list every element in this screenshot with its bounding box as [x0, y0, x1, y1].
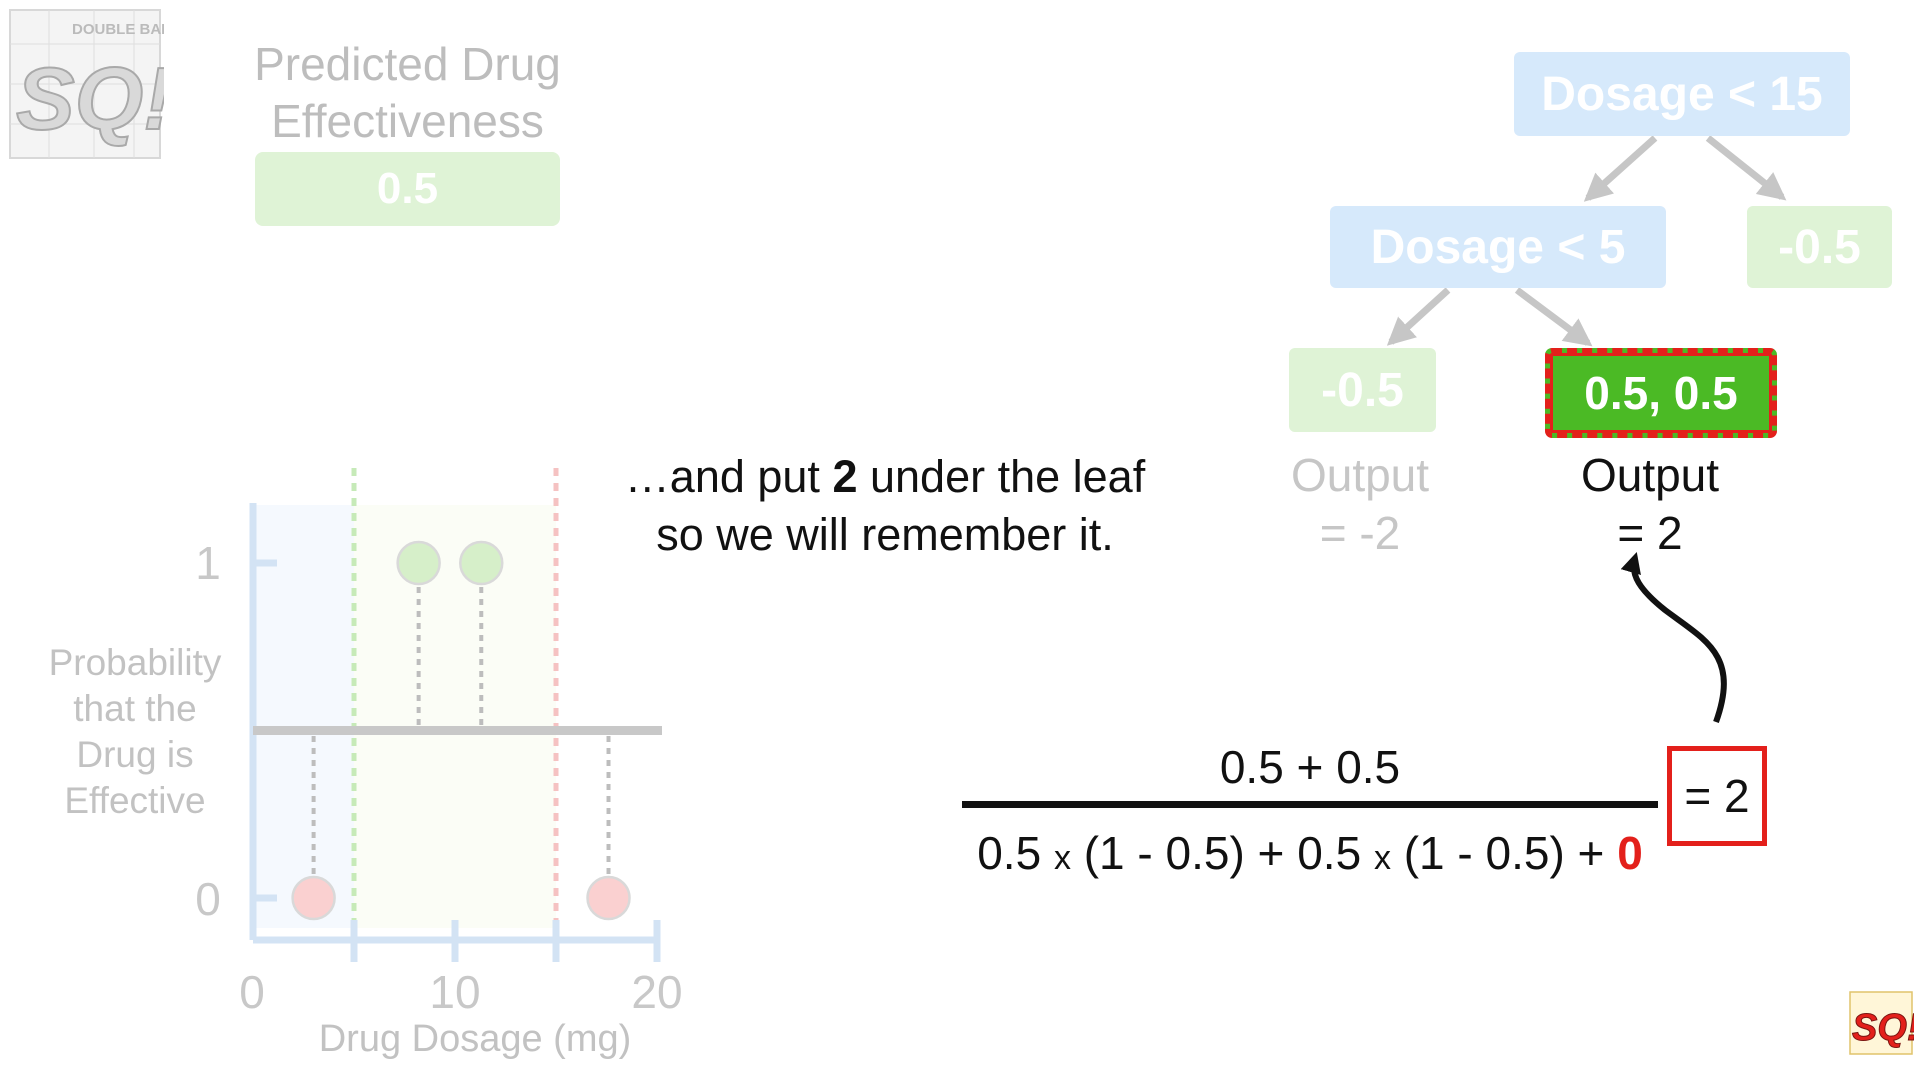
output-left-line2: = -2	[1319, 507, 1401, 559]
output-right-label: Output = 2	[1530, 446, 1770, 562]
caption: …and put 2 under the leaf so we will rem…	[585, 448, 1185, 564]
y-label-line4: Effective	[64, 780, 206, 821]
statquest-small-logo: SQ!	[1849, 991, 1914, 1055]
arrow-root-left	[1583, 135, 1658, 202]
caption-part1: …and put	[624, 451, 833, 502]
y-tick-1: 1	[195, 537, 221, 589]
den-times-1: x	[1053, 839, 1071, 877]
logo-text: SQ!	[16, 49, 164, 148]
x-tick-10: 10	[429, 966, 481, 1018]
tree-root-node: Dosage < 15	[1514, 52, 1850, 136]
chart-points	[291, 540, 631, 921]
chart-background	[253, 505, 556, 928]
tree-leaf-left: -0.5	[1289, 348, 1436, 432]
equation-result-box: = 2	[1667, 746, 1767, 846]
output-left-line1: Output	[1290, 449, 1430, 501]
chart-axes	[249, 503, 661, 962]
statquest-logo: SQ! DOUBLE BAM!!	[9, 9, 164, 159]
tree-leaf-right: -0.5	[1747, 206, 1892, 288]
data-point-0	[291, 875, 336, 921]
arrow-root-right	[1705, 135, 1787, 201]
arrow-mid-left	[1386, 287, 1451, 346]
chart-region-middle	[354, 505, 556, 928]
den-times-2: x	[1373, 839, 1391, 877]
caption-line2: so we will remember it.	[656, 509, 1114, 560]
data-point-2	[459, 540, 504, 586]
y-label-line2: that the	[73, 688, 197, 729]
arrow-mid-right	[1514, 287, 1593, 347]
caption-part2: under the leaf	[857, 451, 1146, 502]
x-axis-label: Drug Dosage (mg)	[318, 1018, 632, 1060]
y-label-line1: Probability	[48, 642, 222, 683]
den-b: (1 - 0.5) + 0.5	[1070, 827, 1374, 879]
caption-bold: 2	[832, 451, 858, 502]
chart-region-left	[253, 505, 354, 928]
equation-fraction-bar	[962, 801, 1658, 808]
den-zero: 0	[1617, 827, 1643, 879]
predicted-value-box: 0.5	[255, 152, 560, 226]
chart-split-lines	[351, 468, 559, 960]
tree-internal-node: Dosage < 5	[1330, 206, 1666, 288]
equation-denominator: 0.5 x (1 - 0.5) + 0.5 x (1 - 0.5) + 0	[950, 826, 1670, 880]
output-right-line2: = 2	[1617, 507, 1683, 559]
data-point-3	[586, 875, 631, 921]
den-a: 0.5	[977, 827, 1054, 879]
caption-line1: …and put 2 under the leaf	[585, 448, 1185, 506]
equation-numerator: 0.5 + 0.5	[1219, 741, 1401, 793]
chart-stems	[311, 563, 611, 898]
y-axis-label: Probability that the Drug is Effective	[20, 640, 250, 824]
small-logo-text: SQ!	[1852, 1007, 1914, 1049]
output-right-line1: Output	[1580, 449, 1720, 501]
den-c: (1 - 0.5) +	[1390, 827, 1618, 879]
predicted-title: Predicted Drug Effectiveness	[230, 36, 585, 150]
data-point-1	[396, 540, 441, 586]
x-tick-20: 20	[631, 966, 683, 1018]
output-left-label: Output = -2	[1240, 446, 1480, 562]
predicted-title-line2: Effectiveness	[271, 95, 544, 147]
x-tick-0: 0	[239, 966, 265, 1018]
tree-leaf-highlighted: 0.5, 0.5	[1545, 348, 1777, 438]
y-label-line3: Drug is	[76, 734, 194, 775]
predicted-title-line1: Predicted Drug	[254, 38, 561, 90]
logo-badge: DOUBLE BAM!!	[72, 21, 164, 38]
y-tick-0: 0	[195, 873, 221, 925]
